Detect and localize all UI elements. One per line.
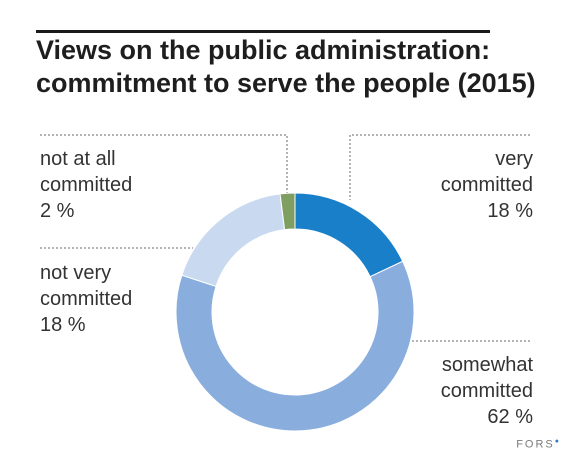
chart-title-line-1: Views on the public administration: <box>36 35 491 65</box>
label-very-committed: very committed 18 % <box>441 146 533 224</box>
leader-not-at-all <box>40 134 288 193</box>
leader-lines <box>40 134 530 342</box>
donut-slice-not-very-committed <box>181 193 286 287</box>
label-somewhat-line-1: somewhat <box>441 354 533 376</box>
donut-slice-very-committed <box>294 192 404 278</box>
label-somewhat-line-2: committed <box>440 380 533 402</box>
chart-title: Views on the public administration: comm… <box>36 34 556 100</box>
label-not-very-line-1: not very <box>40 262 112 284</box>
donut-slice-somewhat-committed <box>175 260 415 432</box>
title-rule <box>36 30 490 33</box>
donut-slice-not-at-all-committed <box>279 192 296 231</box>
chart-title-line-2: commitment to serve the people (2015) <box>36 68 536 98</box>
label-somewhat-value: 62 % <box>487 406 533 428</box>
label-very-line-1: very <box>495 148 533 170</box>
brand-dot: ● <box>554 438 561 446</box>
brand-name: FORS <box>516 439 555 451</box>
label-not-very-value: 18 % <box>40 314 86 336</box>
label-very-line-2: committed <box>440 174 533 196</box>
label-not-at-all-line-2: committed <box>40 174 133 196</box>
leader-very <box>349 134 530 200</box>
label-somewhat-committed: somewhat committed 62 % <box>441 352 533 430</box>
label-very-value: 18 % <box>487 200 533 222</box>
fors-logo: FORS● <box>516 438 561 451</box>
label-not-at-all-committed: not at all committed 2 % <box>40 146 132 224</box>
label-not-at-all-line-1: not at all <box>40 148 116 170</box>
label-not-at-all-value: 2 % <box>40 200 75 222</box>
label-not-very-committed: not very committed 18 % <box>40 260 132 338</box>
label-not-very-line-2: committed <box>40 288 133 310</box>
donut-slices <box>175 192 415 432</box>
